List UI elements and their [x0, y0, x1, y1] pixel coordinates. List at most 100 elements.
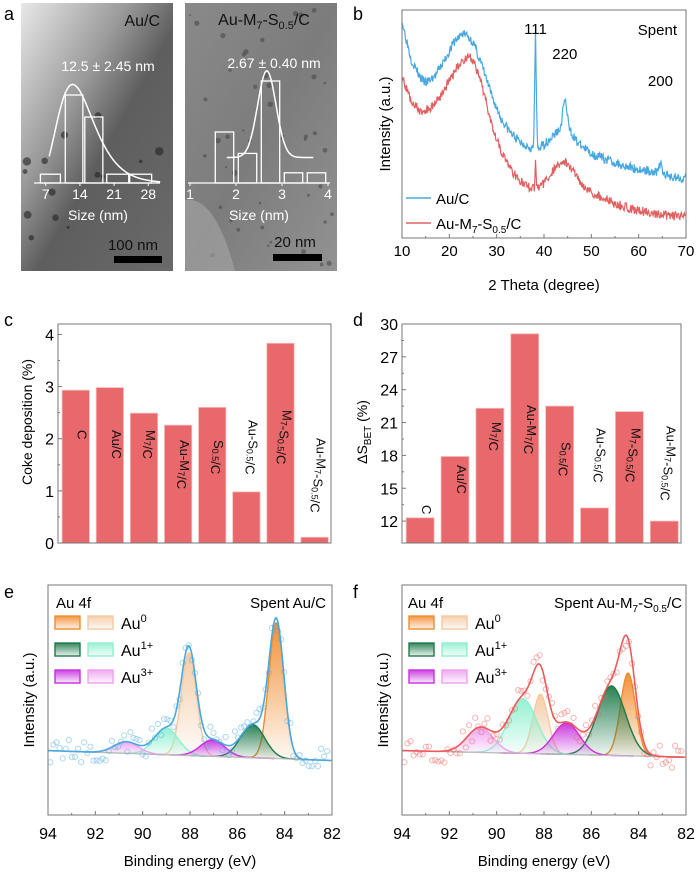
nanoparticle [323, 220, 327, 224]
raw-data-point [641, 750, 648, 757]
legend: Au0 Au1+ Au3+ [54, 613, 153, 687]
nanoparticle [60, 131, 69, 139]
nanoparticle [311, 74, 317, 80]
chart-title: Spent Au/C [250, 595, 326, 612]
category-label-part: 7 [488, 433, 498, 438]
x-tick-label: 94 [39, 826, 57, 843]
category-label-part: C [74, 430, 89, 439]
category-label-part: - [245, 436, 260, 440]
y-tick-label: 0 [45, 536, 54, 553]
category-label-au-c: Au/C [108, 430, 123, 459]
category-label-part: S [593, 448, 608, 457]
y-tick-label: 30 [380, 317, 398, 334]
category-label-part: 7 [522, 436, 532, 441]
x-tick-label: 70 [678, 243, 695, 260]
nanoparticle [267, 244, 270, 248]
nanoparticle [220, 33, 226, 39]
raw-data-point [142, 753, 149, 760]
category-label-part: 0.5 [557, 451, 567, 464]
bar-au-m7-s0-5-c [300, 536, 329, 544]
raw-data-point [647, 762, 654, 769]
raw-data-point [81, 739, 88, 746]
raw-data-point [555, 725, 562, 732]
category-label-part: - [625, 444, 640, 448]
category-label-part: Au [108, 430, 123, 446]
legend-label-au0: Au0 [475, 613, 501, 633]
category-label-part: C [174, 480, 189, 489]
raw-data-point [487, 737, 494, 744]
nanoparticle [155, 147, 164, 156]
raw-data-point [59, 755, 66, 762]
category-label-part: Au [245, 420, 260, 436]
category-label-part: M [628, 428, 643, 439]
raw-data-point [225, 751, 232, 759]
bar-au-c [95, 387, 124, 544]
nanoparticle [312, 131, 317, 136]
category-label-part: 0.5 [275, 439, 285, 452]
corner-label: Au 4f [56, 595, 92, 612]
category-label-c: C [419, 505, 434, 514]
xrd-line-au-c [401, 22, 687, 184]
y-tick-label: 2 [45, 432, 54, 449]
category-label-c: C [74, 430, 89, 439]
raw-data-point [422, 743, 430, 750]
component-fill-au1-4f5-2 [449, 698, 596, 756]
raw-data-point [659, 760, 666, 768]
raw-data-point [508, 707, 516, 714]
raw-data-point [592, 702, 599, 709]
raw-data-point [47, 759, 54, 766]
raw-data-point [244, 719, 251, 726]
raw-data-point [453, 750, 460, 757]
component-fill-au1-4f7-2 [538, 685, 685, 758]
y-tick-label: 15 [380, 481, 398, 498]
nanoparticle [298, 12, 304, 18]
raw-data-point [527, 678, 534, 685]
xps-chart-au-c: 94 92 90 88 86 84 82 Au 4f Spent Au/C Au0Au1+A… [21, 584, 341, 870]
category-label-part: 0.5 [244, 449, 254, 462]
raw-data-point [228, 747, 235, 754]
category-label-s0-5-c: S0.5/C [555, 442, 573, 476]
x-tick-label: 94 [393, 826, 411, 843]
y-tick-label: 27 [380, 350, 398, 367]
nanoparticle [253, 84, 258, 89]
histogram-xlabel: Size (nm) [68, 207, 128, 223]
size-histogram: 7 14 21 28 [34, 83, 161, 202]
category-label-part: / [174, 476, 189, 480]
raw-data-point [665, 757, 673, 764]
x-tick-label: 82 [677, 826, 695, 843]
legend-swatch-au0-secondary [87, 615, 114, 630]
raw-data-point [50, 741, 57, 748]
nanoparticle [232, 169, 238, 176]
nanoparticle [323, 81, 327, 85]
category-label-part: 7 [278, 421, 288, 426]
legend-swatch-au0-primary [408, 615, 435, 630]
histogram-tick-label: 3 [278, 186, 286, 202]
y-tick-label: 21 [380, 416, 398, 433]
category-label-part: 0.5 [210, 449, 220, 462]
raw-data-point [265, 669, 272, 676]
raw-data-point [130, 734, 137, 742]
x-tick-label: 88 [181, 826, 199, 843]
legend-swatch-au0-primary [54, 615, 81, 630]
raw-data-point [161, 715, 168, 723]
raw-data-point [428, 757, 436, 764]
category-label-part: - [593, 444, 608, 448]
nanoparticle [242, 129, 245, 132]
raw-data-point [231, 728, 239, 735]
tem-image-au-m7-s05-c: Au-M7-S0.5/C 2.67 ± 0.40 nm 1 2 3 4 Size (nm)… [185, 3, 337, 271]
category-label-part: M [663, 446, 678, 457]
nanoparticle [326, 260, 332, 267]
nanoparticle [203, 154, 207, 158]
panel-label-e: e [4, 582, 14, 602]
raw-data-point [210, 729, 217, 736]
nanoparticle [229, 219, 233, 223]
category-label-m7-s0-5-c: M7-S0.5/C [622, 428, 643, 482]
raw-data-point [413, 748, 420, 756]
raw-data-point [675, 747, 682, 754]
component-fill-au0-4f7-2 [237, 622, 316, 760]
category-label-part: 0.5 [659, 475, 669, 488]
legend-swatch-au3-primary [54, 669, 81, 684]
size-histogram: 1 2 3 4 [186, 70, 332, 202]
legend-label-au3: Au3+ [121, 667, 153, 687]
category-label-part: / [242, 461, 257, 465]
